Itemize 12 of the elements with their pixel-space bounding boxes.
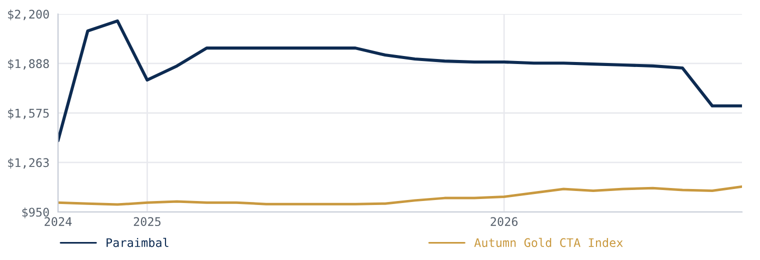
y-tick-label: $1,263 (8, 158, 49, 169)
line-series (58, 185, 742, 206)
legend-label: Paraimbal (106, 238, 168, 248)
line-series (58, 19, 742, 142)
x-tick-label: 2025 (134, 217, 160, 226)
y-tick-label: $1,575 (8, 108, 49, 120)
y-tick-label: $1,888 (8, 58, 49, 70)
y-tick-label: $2,200 (8, 10, 49, 20)
y-tick-label: $950 (22, 208, 49, 218)
x-tick-label: 2024 (44, 217, 72, 226)
legend-label: Autumn Gold CTA Index (474, 238, 623, 248)
x-tick-label: 2026 (490, 217, 518, 226)
